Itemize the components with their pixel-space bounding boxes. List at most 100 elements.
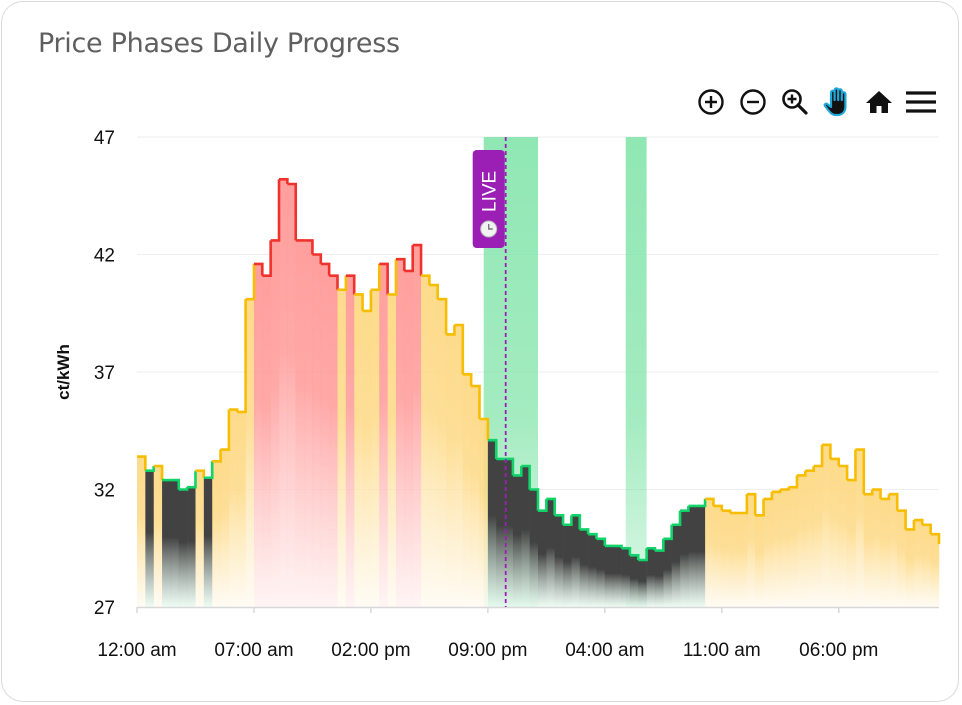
price-step-mid [429,283,440,300]
price-bar-mid [237,411,246,607]
price-step-mid [446,325,456,336]
price-bar-low [588,534,597,607]
price-bar-mid [788,487,798,607]
price-step-low [538,498,548,512]
price-step-mid [780,487,790,491]
price-bar-low [538,510,547,607]
price-bar-mid [755,515,764,607]
price-step-low [546,497,557,516]
y-tick-label: 27 [94,598,115,619]
price-step-low [588,532,598,539]
price-bar-low [696,505,706,607]
price-step-mid [738,494,749,515]
price-step-low [187,470,197,489]
price-bar-mid [713,505,723,607]
price-bar-low [654,550,664,607]
price-bar-low [671,524,681,607]
price-bar-low [571,515,581,607]
price-step-mid [897,509,907,530]
price-bar-mid [872,489,881,607]
price-bar-high [395,259,405,607]
pan-button[interactable] [816,86,858,118]
reset-zoom-button[interactable] [858,86,900,118]
price-bar-mid [763,498,773,607]
y-tick-label: 42 [94,246,115,267]
price-bar-mid [195,470,205,607]
price-step-mid [479,417,490,441]
price-bar-mid [354,294,363,607]
price-bar-low [145,470,155,607]
price-step-mid [337,275,348,292]
price-bar-high [262,275,271,607]
zoom-out-button[interactable] [732,86,774,118]
price-bar-low [496,458,505,607]
price-step-low [596,537,607,546]
price-bar-mid [780,489,789,607]
price-bar-mid [212,461,221,607]
price-bar-mid [137,456,146,607]
price-bar-high [279,179,288,608]
zoom-in-button[interactable] [690,86,732,118]
price-step-mid [930,532,941,545]
price-bar-mid [705,498,714,607]
selection-zoom-button[interactable] [774,86,816,118]
live-label: LIVE [480,171,501,212]
price-step-mid [905,520,916,531]
price-bar-mid [337,289,347,607]
price-bar-low [596,538,606,607]
price-step-mid [805,466,815,472]
pan-hand-icon [823,87,847,117]
price-bar-mid [429,285,439,607]
price-step-mid [863,489,874,496]
price-bar-high [304,240,313,607]
chart-menu-button[interactable] [900,86,942,118]
price-bar-mid [471,386,480,607]
x-tick-label: 02:00 pm [331,640,410,661]
price-bar-mid [362,310,372,607]
price-bar-mid [913,520,923,607]
price-step-low [145,466,156,472]
price-step-high [279,178,289,184]
price-step-high [320,262,331,276]
price-bar-mid [370,289,380,607]
price-bar-high [287,184,297,607]
y-tick-label: 32 [94,481,115,502]
price-step-low [203,461,214,480]
price-bar-low [563,524,572,607]
step-lines [137,178,941,562]
x-tick-label: 07:00 am [214,640,293,661]
price-step-mid [387,259,398,296]
price-step-mid [471,384,481,419]
price-step-high [345,274,356,295]
price-bar-mid [847,480,856,607]
y-tick-label: 47 [94,128,115,149]
x-tick-label: 12:00 am [97,640,176,661]
price-bar-mid [805,470,814,607]
price-step-mid [362,289,373,313]
price-bar-mid [446,334,455,607]
price-bar-low [629,555,639,607]
price-step-low [629,554,640,560]
price-bar-mid [796,475,806,607]
price-bar-low [613,545,622,607]
axes: 47 42 37 32 27 12:00 am 07:00 am 02:00 pm 09:00 … [94,128,939,661]
price-bar-low [680,510,689,607]
price-bar-mid [746,494,756,607]
price-step-mid [137,455,147,471]
price-step-mid [880,494,891,501]
price-step-low [170,478,181,490]
price-bar-low [203,477,213,607]
price-step-low [646,546,657,551]
price-step-mid [370,263,381,292]
price-bar-mid [421,275,430,607]
live-badge [472,150,505,248]
price-bar-low [529,489,539,607]
live-marker: LIVE [472,137,507,607]
area-fills [137,179,940,608]
price-step-mid [713,504,724,511]
price-bar-mid [888,494,898,607]
price-step-mid [454,323,465,375]
price-bar-mid [462,374,472,607]
zoom-out-icon [740,89,766,115]
